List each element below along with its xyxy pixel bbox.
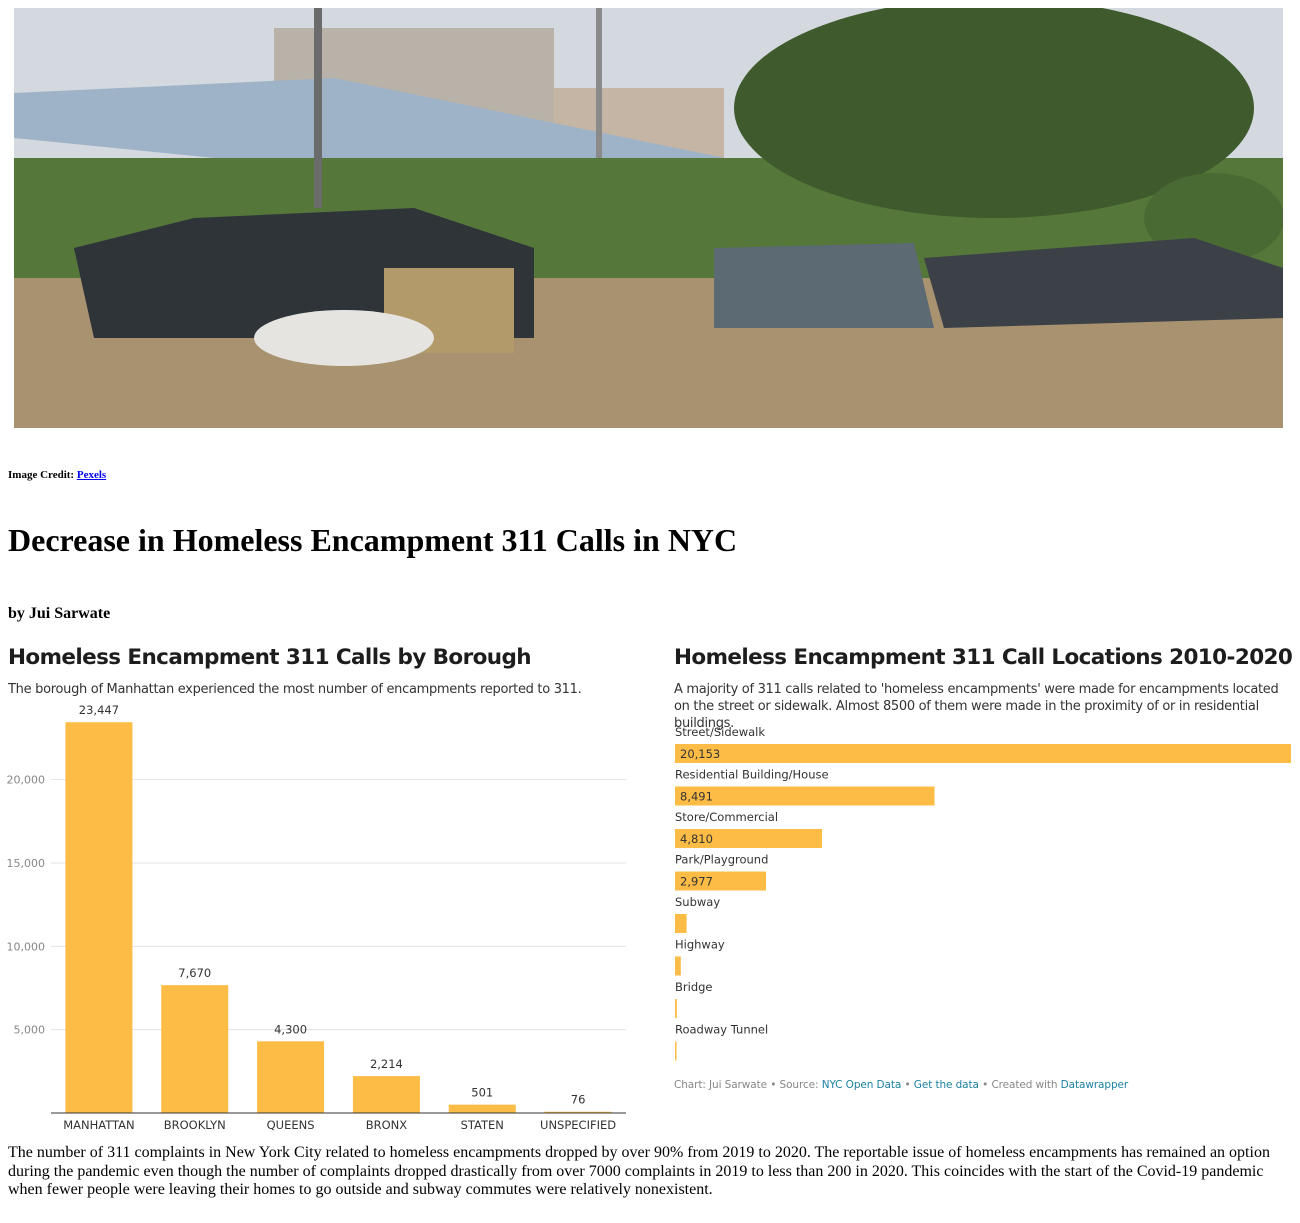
hbar [675, 829, 823, 848]
location-chart-title: Homeless Encampment 311 Call Locations 2… [674, 645, 1293, 670]
hbar-value-label: 4,810 [680, 832, 713, 846]
hbar [675, 1041, 677, 1061]
bar-bronx [352, 1076, 420, 1113]
x-tick-label: QUEENS [267, 1118, 315, 1132]
category-label: Highway [675, 938, 725, 952]
borough-chart-subtitle: The borough of Manhattan experienced the… [8, 682, 582, 697]
category-label: Store/Commercial [675, 810, 778, 824]
x-tick-label: BROOKLYN [164, 1118, 226, 1132]
article-byline: by Jui Sarwate [8, 605, 111, 622]
hbar [675, 744, 1291, 763]
bar-unspecified [544, 1111, 612, 1113]
footer-datawrapper-link[interactable]: Datawrapper [1060, 1079, 1129, 1091]
footer-source-label: Source: [779, 1079, 819, 1091]
bar-queens [257, 1041, 325, 1113]
bar-value-label: 23,447 [79, 703, 119, 717]
category-label: Street/Sidewalk [675, 725, 765, 739]
borough-chart-title: Homeless Encampment 311 Calls by Borough [8, 645, 532, 670]
y-tick-label: 5,000 [14, 1024, 46, 1037]
category-label: Subway [675, 895, 720, 909]
image-credit-label: Image Credit: [8, 469, 75, 481]
y-tick-label: 10,000 [7, 940, 46, 953]
article-title: Decrease in Homeless Encampment 311 Call… [8, 522, 738, 558]
borough-bar-chart: 5,000 10,000 15,000 20,000 23,447 MANHATTAN 7,… [7, 703, 626, 1132]
footer-created-label: Created with [991, 1079, 1058, 1091]
category-label: Residential Building/House [675, 768, 829, 782]
hbar [675, 871, 766, 891]
hbar [675, 999, 677, 1018]
chart-footer: Chart: Jui Sarwate • Source: NYC Open Da… [674, 1079, 1129, 1091]
footer-source-link[interactable]: NYC Open Data [821, 1079, 902, 1091]
hbar-value-label: 2,977 [680, 875, 713, 889]
image-credit-link[interactable]: Pexels [76, 469, 107, 481]
bar-manhattan [65, 722, 133, 1113]
category-label: Bridge [675, 980, 713, 994]
bar-brooklyn [161, 985, 229, 1113]
location-bar-chart: Street/Sidewalk 20,153 Residential Buildin… [675, 725, 1291, 1061]
footer-data-link[interactable]: Get the data [913, 1079, 979, 1091]
hbar [675, 914, 687, 933]
x-tick-label: UNSPECIFIED [540, 1118, 616, 1132]
footer-byline: Chart: Jui Sarwate [674, 1079, 767, 1091]
bar-value-label: 2,214 [370, 1057, 403, 1071]
y-tick-label: 20,000 [7, 774, 46, 787]
x-tick-label: BRONX [366, 1118, 408, 1132]
bar-value-label: 76 [571, 1093, 586, 1107]
x-tick-label: MANHATTAN [63, 1118, 134, 1132]
hero-photo-illustration [14, 8, 1283, 428]
x-tick-label: STATEN [461, 1118, 504, 1132]
hbar [675, 786, 935, 806]
bar-value-label: 4,300 [274, 1022, 307, 1036]
category-label: Park/Playground [675, 853, 768, 867]
bar-staten [448, 1104, 516, 1113]
hbar [675, 956, 681, 976]
bar-value-label: 501 [471, 1086, 493, 1100]
category-label: Roadway Tunnel [675, 1023, 768, 1037]
image-credit: Image Credit: Pexels [8, 469, 106, 481]
hbar-value-label: 20,153 [680, 747, 720, 761]
article-body: The number of 311 complaints in New York… [8, 1144, 1270, 1198]
bar-value-label: 7,670 [178, 966, 211, 980]
location-chart-subtitle: A majority of 311 calls related to 'home… [674, 682, 1279, 731]
hbar-value-label: 8,491 [680, 790, 713, 804]
y-tick-label: 15,000 [7, 857, 46, 870]
hero-photo [14, 8, 1283, 428]
